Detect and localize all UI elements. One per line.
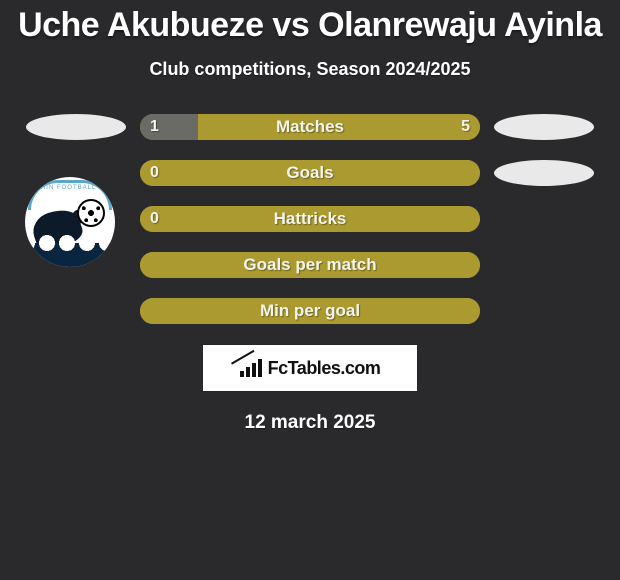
comparison-card: Uche Akubueze vs Olanrewaju Ayinla Club … <box>0 0 620 580</box>
brand-text: FcTables.com <box>268 358 381 379</box>
stat-label: Min per goal <box>140 298 480 324</box>
date-label: 12 march 2025 <box>0 412 620 434</box>
right-side <box>494 252 594 278</box>
stat-row: Min per goal <box>0 298 620 324</box>
stat-bar: Goals per match <box>140 252 480 278</box>
stat-bar: 0Hattricks <box>140 206 480 232</box>
brand-logo: FcTables.com <box>202 344 418 392</box>
stat-bar: 0Goals <box>140 160 480 186</box>
stat-label: Hattricks <box>140 206 480 232</box>
stat-bar: Min per goal <box>140 298 480 324</box>
stat-bar: 15Matches <box>140 114 480 140</box>
stat-label: Goals <box>140 160 480 186</box>
stat-label: Matches <box>140 114 480 140</box>
club-badge: PHIN FOOTBALL C <box>25 177 115 267</box>
right-side <box>494 114 594 140</box>
country-oval-right <box>494 114 594 140</box>
right-side <box>494 206 594 232</box>
stat-label: Goals per match <box>140 252 480 278</box>
country-oval-right <box>494 160 594 186</box>
page-title: Uche Akubueze vs Olanrewaju Ayinla <box>0 0 620 45</box>
right-side <box>494 298 594 324</box>
right-side <box>494 160 594 186</box>
subtitle: Club competitions, Season 2024/2025 <box>0 59 620 80</box>
country-oval-left <box>26 114 126 140</box>
barchart-icon <box>240 359 262 377</box>
left-side <box>26 298 126 324</box>
left-side <box>26 114 126 140</box>
stat-row: 15Matches <box>0 114 620 140</box>
